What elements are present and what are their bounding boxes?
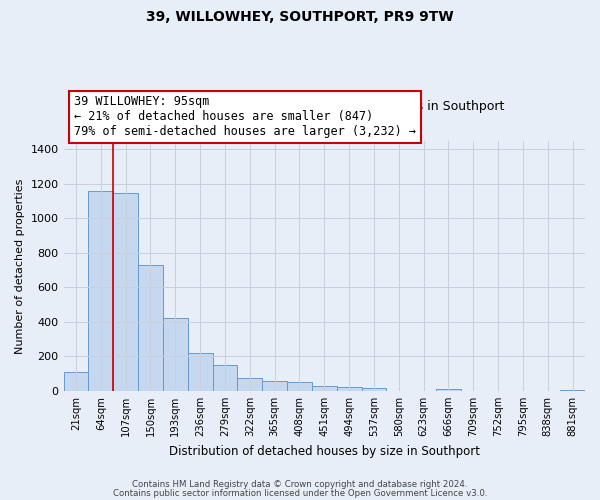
Bar xyxy=(262,380,287,391)
Bar xyxy=(113,192,138,391)
Text: 39, WILLOWHEY, SOUTHPORT, PR9 9TW: 39, WILLOWHEY, SOUTHPORT, PR9 9TW xyxy=(146,10,454,24)
Bar xyxy=(436,389,461,391)
Bar xyxy=(88,191,113,391)
Bar xyxy=(188,353,212,391)
Bar xyxy=(287,382,312,391)
X-axis label: Distribution of detached houses by size in Southport: Distribution of detached houses by size … xyxy=(169,444,480,458)
Text: Contains public sector information licensed under the Open Government Licence v3: Contains public sector information licen… xyxy=(113,488,487,498)
Title: Size of property relative to detached houses in Southport: Size of property relative to detached ho… xyxy=(145,100,504,114)
Bar xyxy=(238,378,262,391)
Y-axis label: Number of detached properties: Number of detached properties xyxy=(15,178,25,354)
Bar xyxy=(337,388,362,391)
Text: 39 WILLOWHEY: 95sqm
← 21% of detached houses are smaller (847)
79% of semi-detac: 39 WILLOWHEY: 95sqm ← 21% of detached ho… xyxy=(74,96,416,138)
Text: Contains HM Land Registry data © Crown copyright and database right 2024.: Contains HM Land Registry data © Crown c… xyxy=(132,480,468,489)
Bar xyxy=(560,390,585,391)
Bar xyxy=(212,365,238,391)
Bar xyxy=(138,265,163,391)
Bar xyxy=(64,372,88,391)
Bar xyxy=(163,318,188,391)
Bar xyxy=(362,388,386,391)
Bar xyxy=(312,386,337,391)
